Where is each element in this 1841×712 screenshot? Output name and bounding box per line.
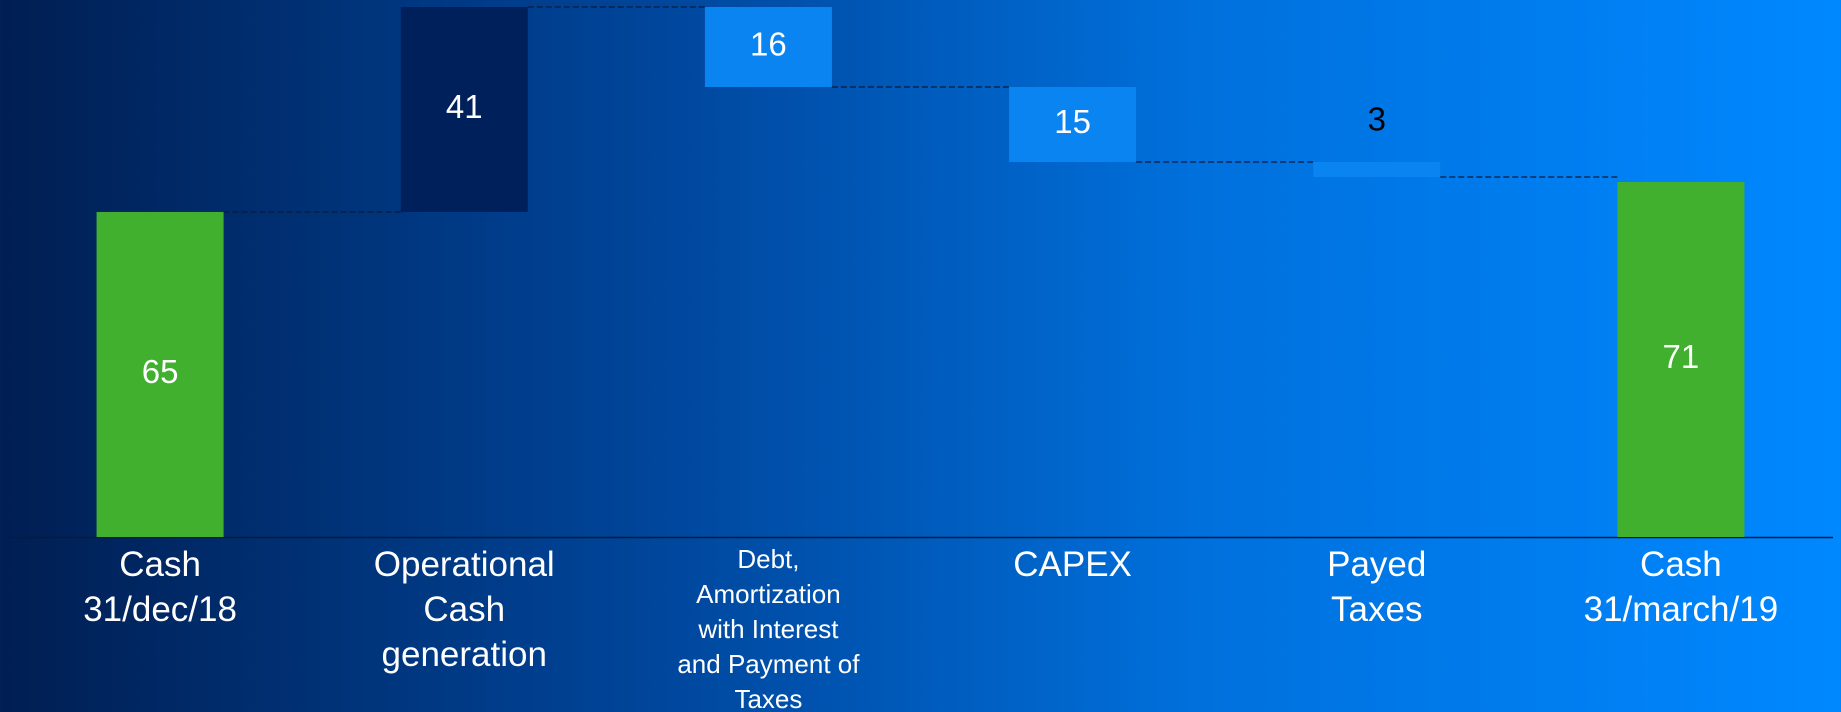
- value-label: 71: [1663, 338, 1700, 375]
- category-label: Payed Taxes: [1327, 545, 1427, 629]
- bar: [1313, 162, 1441, 177]
- value-label: 65: [142, 353, 179, 390]
- value-label: 15: [1054, 103, 1091, 140]
- category-label: CAPEX: [1013, 545, 1132, 584]
- category-label: Operational Cash generation: [373, 545, 555, 674]
- bar: [96, 212, 224, 537]
- bar: [400, 7, 528, 212]
- category-label: Debt, Amortization with Interest and Pay…: [677, 544, 860, 712]
- value-label: 41: [446, 88, 483, 125]
- category-label: Cash 31/march/19: [1583, 545, 1779, 629]
- bar: [1009, 87, 1137, 162]
- bar: [704, 7, 832, 87]
- bar: [1617, 182, 1745, 537]
- value-label: 16: [750, 26, 787, 63]
- value-label: 3: [1368, 101, 1386, 138]
- category-label: Cash 31/dec/18: [83, 545, 237, 629]
